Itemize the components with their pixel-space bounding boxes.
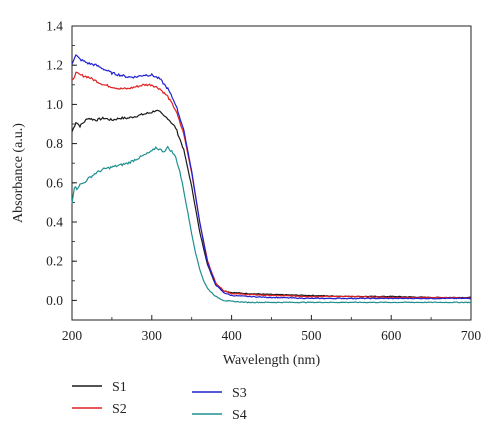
x-tick-label: 500	[301, 328, 322, 343]
legend-item-s3: S3	[192, 386, 247, 401]
series-lines	[71, 53, 472, 304]
x-tick-label: 400	[221, 328, 242, 343]
legend-label: S2	[112, 402, 127, 417]
y-tick-label: 0.6	[46, 175, 63, 190]
legend-label: S4	[232, 408, 247, 423]
y-tick-label: 1.0	[46, 97, 63, 112]
series-line-s1	[71, 109, 472, 299]
y-tick-label: 0.2	[46, 254, 63, 269]
x-tick-label: 700	[461, 328, 482, 343]
legend-label: S3	[232, 386, 247, 401]
x-tick-label: 200	[62, 328, 83, 343]
y-tick-label: 1.4	[46, 19, 63, 34]
plot-border	[71, 25, 472, 321]
y-axis-title: Absorbance (a.u.)	[11, 123, 26, 223]
legend-item-s4: S4	[192, 408, 247, 423]
x-tick-label: 300	[142, 328, 163, 343]
series-line-s3	[71, 53, 472, 300]
series-line-s2	[71, 71, 472, 299]
y-tick-label: 0.8	[46, 136, 63, 151]
legend: S1 S2 S3 S4	[72, 380, 247, 423]
legend-label: S1	[112, 380, 127, 395]
x-axis-title: Wavelength (nm)	[223, 353, 321, 368]
y-tick-label: 0.0	[46, 293, 63, 308]
legend-item-s2: S2	[72, 402, 127, 417]
x-axis-ticks: 200 300 400 500 600 700	[62, 315, 482, 343]
legend-item-s1: S1	[72, 380, 127, 395]
y-tick-label: 1.2	[46, 58, 63, 73]
y-axis-ticks: 0.0 0.2 0.4 0.6 0.8 1.0 1.2 1.4	[46, 19, 77, 321]
plot-frame	[71, 25, 472, 321]
y-tick-label: 0.4	[46, 215, 63, 230]
x-tick-label: 600	[381, 328, 402, 343]
series-line-s4	[71, 145, 472, 304]
